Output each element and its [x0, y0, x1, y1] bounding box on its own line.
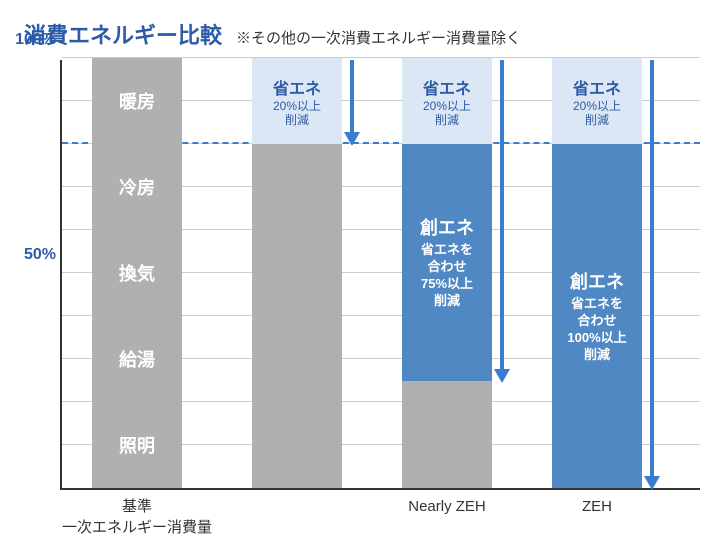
arrow-head-icon: [494, 369, 510, 383]
gen-energy-label: 創エネ: [570, 268, 624, 294]
x-axis-label: 基準 一次エネルギー消費量: [37, 496, 237, 538]
bar-segment: 創エネ省エネを 合わせ 75%以上 削減: [402, 144, 492, 381]
bar-segment: 暖房: [92, 58, 182, 144]
arrow-shaft: [350, 60, 354, 134]
save-energy-label: 省エネ: [573, 75, 621, 99]
energy-comparison-chart: 100%50%照明給湯換気冷房暖房基準 一次エネルギー消費量省エネ20%以上 削…: [60, 60, 700, 490]
segment-label: 照明: [119, 432, 155, 458]
gen-energy-sub: 省エネを 合わせ 75%以上 削減: [421, 242, 473, 310]
arrow-shaft: [650, 60, 654, 478]
gen-energy-label: 創エネ: [420, 214, 474, 240]
x-axis-label: ZEH: [497, 496, 697, 517]
segment-label: 換気: [119, 260, 155, 286]
bar-segment: 給湯: [92, 316, 182, 402]
bar-segment: 省エネ20%以上 削減: [252, 58, 342, 144]
bar-segment: 換気: [92, 230, 182, 316]
y-axis-label: 100%: [12, 31, 56, 49]
bar-reduced-20: 省エネ20%以上 削減: [252, 58, 342, 488]
bar-baseline: 照明給湯換気冷房暖房基準 一次エネルギー消費量: [92, 58, 182, 488]
segment-label: 給湯: [119, 346, 155, 372]
y-axis-label: 50%: [12, 246, 56, 264]
save-energy-label: 省エネ: [423, 75, 471, 99]
page-note: ※その他の一次消費エネルギー消費量除く: [236, 27, 521, 48]
bar-segment: 照明: [92, 402, 182, 488]
bar-nearly-zeh: 創エネ省エネを 合わせ 75%以上 削減省エネ20%以上 削減Nearly ZE…: [402, 58, 492, 488]
arrow-head-icon: [644, 476, 660, 490]
segment-label: 冷房: [119, 174, 155, 200]
save-energy-sub: 20%以上 削減: [573, 99, 621, 128]
save-energy-label: 省エネ: [273, 75, 321, 99]
bar-segment: [402, 381, 492, 489]
bar-segment: 省エネ20%以上 削減: [552, 58, 642, 144]
arrow-shaft: [500, 60, 504, 371]
bar-segment: 省エネ20%以上 削減: [402, 58, 492, 144]
bar-segment: [252, 144, 342, 488]
bar-segment: 創エネ省エネを 合わせ 100%以上 削減: [552, 144, 642, 488]
save-energy-sub: 20%以上 削減: [423, 99, 471, 128]
bar-zeh: 創エネ省エネを 合わせ 100%以上 削減省エネ20%以上 削減ZEH: [552, 58, 642, 488]
save-energy-sub: 20%以上 削減: [273, 99, 321, 128]
header: 消費エネルギー比較 ※その他の一次消費エネルギー消費量除く: [24, 18, 521, 50]
segment-label: 暖房: [119, 88, 155, 114]
gen-energy-sub: 省エネを 合わせ 100%以上 削減: [567, 296, 626, 364]
bar-segment: 冷房: [92, 144, 182, 230]
arrow-head-icon: [344, 132, 360, 146]
